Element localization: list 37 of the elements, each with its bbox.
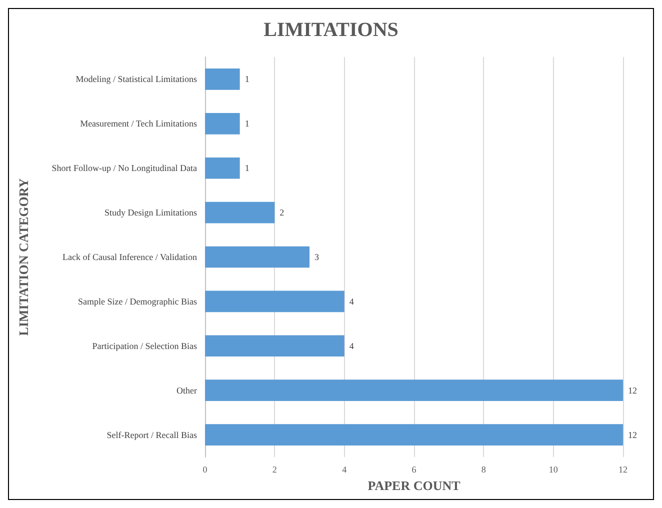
data-label: 4 (349, 340, 354, 351)
y-tick-label: Other (176, 385, 197, 396)
y-axis-title: LIMITATION CATEGORY (16, 178, 31, 336)
data-label: 12 (628, 385, 637, 396)
x-tick-label: 8 (481, 464, 486, 474)
bar (205, 335, 344, 357)
bar (205, 380, 623, 401)
data-label: 12 (628, 430, 637, 440)
chart-title: LIMITATIONS (264, 19, 398, 41)
data-label: 3 (314, 252, 320, 262)
x-tick-label: 10 (548, 464, 558, 474)
x-tick-label: 12 (618, 464, 628, 474)
y-tick-label: Modeling / Statistical Limitations (76, 74, 198, 84)
data-label: 1 (244, 163, 250, 174)
y-tick-label: Short Follow-up / No Longitudinal Data (52, 163, 197, 174)
data-label: 2 (280, 208, 284, 218)
y-tick-label: Study Design Limitations (104, 208, 198, 218)
bar (205, 113, 240, 134)
x-tick-label: 4 (342, 464, 348, 474)
data-label: 1 (244, 118, 250, 129)
x-axis-title: PAPER COUNT (368, 478, 461, 493)
bar (205, 424, 623, 446)
y-tick-label: Measurement / Tech Limitations (80, 118, 198, 129)
x-tick-label: 6 (412, 464, 417, 474)
x-tick-label: 0 (202, 464, 208, 474)
bar (205, 290, 344, 312)
x-tick-label: 2 (272, 464, 277, 474)
data-label: 1 (244, 74, 250, 84)
bar (205, 246, 310, 268)
y-tick-label: Participation / Selection Bias (92, 340, 198, 351)
y-tick-label: Sample Size / Demographic Bias (78, 296, 198, 306)
data-label: 4 (349, 296, 354, 306)
bar (205, 68, 240, 90)
bar (205, 202, 275, 224)
bar (205, 157, 240, 179)
y-tick-label: Lack of Causal Inference / Validation (62, 252, 198, 262)
y-tick-label: Self-Report / Recall Bias (106, 430, 198, 440)
